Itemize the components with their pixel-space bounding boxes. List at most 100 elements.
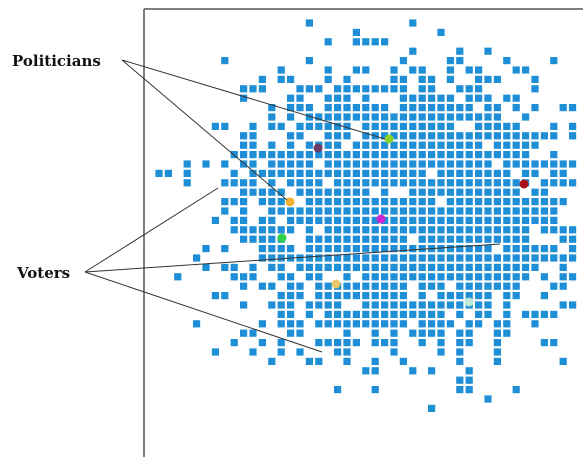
- voter-square: [315, 263, 323, 271]
- voter-square: [390, 179, 398, 187]
- voter-square: [352, 235, 360, 243]
- voter-square: [484, 198, 492, 206]
- voter-square: [437, 216, 445, 224]
- voter-square: [512, 226, 520, 234]
- voter-square: [409, 94, 417, 102]
- voter-square: [418, 188, 426, 196]
- voter-square: [371, 38, 379, 46]
- voter-square: [258, 151, 266, 159]
- voter-square: [399, 57, 407, 65]
- voter-square: [315, 235, 323, 243]
- voter-square: [381, 254, 389, 262]
- voter-square: [296, 282, 304, 290]
- voter-square: [381, 198, 389, 206]
- voter-square: [493, 122, 501, 130]
- voter-square: [503, 310, 511, 318]
- voter-square: [221, 122, 229, 130]
- voter-square: [381, 245, 389, 253]
- voter-square: [550, 310, 558, 318]
- voter-square: [371, 329, 379, 337]
- voter-square: [277, 273, 285, 281]
- voter-square: [352, 339, 360, 347]
- voter-square: [352, 28, 360, 36]
- voter-square: [381, 226, 389, 234]
- voter-square: [446, 179, 454, 187]
- voter-square: [465, 94, 473, 102]
- voter-square: [484, 263, 492, 271]
- voter-square: [428, 226, 436, 234]
- voter-square: [371, 169, 379, 177]
- voter-square: [446, 320, 454, 328]
- voter-square: [493, 216, 501, 224]
- voter-square: [446, 254, 454, 262]
- voter-square: [324, 66, 332, 74]
- voter-square: [362, 263, 370, 271]
- voter-square: [512, 179, 520, 187]
- voter-square: [503, 169, 511, 177]
- voter-square: [503, 301, 511, 309]
- voter-square: [484, 94, 492, 102]
- voter-square: [465, 151, 473, 159]
- voter-square: [446, 160, 454, 168]
- voter-square: [268, 198, 276, 206]
- voter-square: [428, 367, 436, 375]
- voter-square: [428, 85, 436, 93]
- voter-square: [465, 320, 473, 328]
- voter-square: [484, 47, 492, 55]
- voter-square: [390, 216, 398, 224]
- voter-square: [334, 169, 342, 177]
- voter-square: [503, 151, 511, 159]
- voter-square: [418, 263, 426, 271]
- voter-square: [249, 169, 257, 177]
- voter-square: [362, 113, 370, 121]
- voter-square: [493, 151, 501, 159]
- voter-square: [437, 94, 445, 102]
- voter-square: [446, 235, 454, 243]
- voter-square: [437, 245, 445, 253]
- voter-square: [390, 263, 398, 271]
- voter-square: [503, 235, 511, 243]
- voter-square: [381, 339, 389, 347]
- voter-square: [268, 160, 276, 168]
- voter-square: [334, 122, 342, 130]
- voter-square: [390, 113, 398, 121]
- voter-square: [315, 169, 323, 177]
- voter-square: [390, 198, 398, 206]
- voter-square: [362, 226, 370, 234]
- voter-square: [540, 292, 548, 300]
- voter-square: [362, 169, 370, 177]
- voter-square: [409, 301, 417, 309]
- voter-square: [352, 160, 360, 168]
- voter-square: [390, 245, 398, 253]
- voter-square: [418, 207, 426, 215]
- voter-square: [352, 179, 360, 187]
- voter-square: [381, 179, 389, 187]
- voter-square: [428, 122, 436, 130]
- voter-square: [352, 310, 360, 318]
- voter-square: [493, 226, 501, 234]
- voter-square: [409, 207, 417, 215]
- voter-square: [390, 85, 398, 93]
- voter-square: [258, 75, 266, 83]
- voter-square: [531, 104, 539, 112]
- voter-square: [381, 122, 389, 130]
- voter-square: [287, 282, 295, 290]
- politicians-pointer-2: [121, 59, 288, 201]
- voter-square: [315, 85, 323, 93]
- voter-square: [343, 113, 351, 121]
- voter-square: [287, 132, 295, 140]
- voter-square: [324, 94, 332, 102]
- voter-square: [221, 292, 229, 300]
- voter-square: [484, 104, 492, 112]
- voter-square: [277, 160, 285, 168]
- politician-point: [285, 197, 295, 207]
- voter-square: [352, 198, 360, 206]
- voter-square: [456, 47, 464, 55]
- voter-square: [277, 348, 285, 356]
- voter-square: [390, 132, 398, 140]
- voter-square: [381, 292, 389, 300]
- voter-square: [371, 226, 379, 234]
- voter-square: [230, 169, 238, 177]
- voter-square: [550, 151, 558, 159]
- voter-square: [371, 198, 379, 206]
